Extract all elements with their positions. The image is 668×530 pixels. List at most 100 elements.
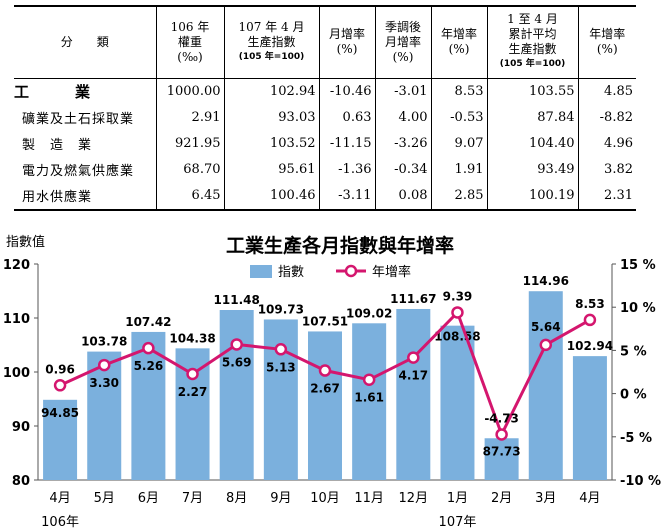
x-axis-tick-label: 4月 [49, 491, 70, 506]
yoy-value-label: -4.73 [484, 411, 519, 425]
bar-value-label: 111.67 [390, 292, 436, 306]
cell-weight: 68.70 [155, 156, 224, 183]
cell-cum-index: 93.49 [486, 156, 578, 183]
index-bar [396, 308, 431, 480]
cell-cum-index: 100.19 [486, 182, 578, 210]
cell-sa-mom: -3.26 [374, 130, 431, 157]
yoy-value-label: 1.61 [354, 391, 384, 405]
bar-value-label: 103.78 [81, 335, 127, 349]
yoy-point [142, 341, 155, 355]
index-bar [528, 291, 563, 480]
cell-index: 102.94 [223, 78, 319, 105]
cell-weight: 1000.00 [155, 78, 224, 105]
x-axis-tick-label: 2月 [491, 491, 512, 506]
bar-value-label: 109.02 [346, 306, 392, 320]
x-axis-tick-label: 4月 [579, 491, 600, 506]
right-axis-tick-label: 15 % [620, 258, 656, 273]
stats-table: 分 類 106 年權重 (‰) 107 年 4 月生產指數 (105 年=100) … [14, 5, 636, 211]
right-axis-tick-label: 10 % [620, 301, 656, 316]
yoy-point [362, 373, 376, 386]
yoy-point [318, 364, 332, 377]
index-bar [440, 325, 475, 480]
cell-index: 103.52 [223, 130, 319, 157]
cell-cum-index: 103.55 [486, 78, 578, 105]
bar-value-label: 87.73 [483, 444, 521, 458]
cell-index: 95.61 [223, 156, 319, 183]
right-axis-tick-label: 0 % [620, 388, 647, 403]
left-axis-tick-label: 120 [3, 258, 30, 273]
yoy-point [274, 343, 288, 356]
left-axis-tick-label: 90 [12, 420, 30, 435]
cell-mom: -1.36 [318, 156, 375, 183]
yoy-point [407, 351, 420, 364]
legend-line-label: 年增率 [372, 264, 411, 280]
cell-weight: 921.95 [155, 130, 224, 157]
cell-weight: 2.91 [155, 104, 224, 131]
cell-weight: 6.45 [155, 182, 224, 210]
yoy-value-label: 3.30 [89, 376, 119, 390]
cell-cum-yoy: 4.85 [577, 78, 636, 105]
cell-sa-mom: -3.01 [374, 78, 431, 105]
yoy-point [539, 338, 553, 352]
year-label: 107年 [439, 515, 477, 530]
cell-index: 100.46 [223, 182, 319, 210]
yoy-value-label: 2.27 [178, 385, 208, 399]
year-label: 106年 [41, 515, 79, 530]
x-axis-tick-label: 3月 [535, 491, 556, 506]
yoy-point [451, 306, 464, 319]
cell-sa-mom: 0.08 [374, 182, 431, 210]
x-axis-tick-label: 6月 [138, 491, 159, 506]
right-axis-tick-label: 5 % [620, 344, 647, 359]
y-axis-label: 指數值 [6, 234, 45, 250]
yoy-point [495, 428, 508, 441]
bar-value-label: 114.96 [523, 274, 569, 288]
index-bar [131, 331, 166, 480]
cell-sa-mom: 4.00 [374, 104, 431, 131]
x-axis-tick-label: 12月 [399, 491, 429, 506]
bar-value-label: 104.38 [169, 331, 215, 345]
table-row: 製 造 業 921.95 103.52 -11.15 -3.26 9.07 104.40 4.… [14, 130, 636, 157]
cell-yoy: -0.53 [430, 104, 487, 131]
index-bar [219, 310, 254, 480]
bar-value-label: 107.51 [302, 314, 348, 328]
header-cum-yoy: 年增率 (%) [577, 6, 636, 78]
bar-value-label: 102.94 [567, 339, 613, 353]
cell-yoy: 2.85 [430, 182, 487, 210]
chart-title: 工業生產各月指數與年增率 [226, 234, 454, 257]
x-axis-tick-label: 9月 [270, 491, 291, 506]
cell-mom: -3.11 [318, 182, 375, 210]
cell-cum-yoy: 2.31 [577, 182, 636, 210]
table-row: 電力及燃氣供應業 68.70 95.61 -1.36 -0.34 1.91 93.49 3.8… [14, 156, 636, 183]
yoy-value-label: 4.17 [399, 369, 429, 383]
x-axis-tick-label: 8月 [226, 491, 247, 506]
header-yoy: 年增率 (%) [430, 6, 487, 78]
index-bar [87, 351, 122, 480]
index-bar [484, 438, 519, 480]
cell-cum-index: 104.40 [486, 130, 578, 157]
row-label: 用水供應業 [22, 190, 93, 205]
cell-cum-index: 87.84 [486, 104, 578, 131]
bar-value-label: 108.58 [434, 330, 480, 344]
cell-cum-yoy: -8.82 [577, 104, 636, 131]
row-label: 電力及燃氣供應業 [22, 164, 135, 179]
bar-value-label: 94.85 [41, 406, 79, 420]
row-label: 製 造 業 [22, 138, 93, 153]
right-axis-tick-label: -10 % [620, 474, 661, 489]
x-axis-tick-label: 11月 [354, 491, 384, 506]
header-sa-mom: 季調後 月增率 (%) [374, 6, 431, 78]
legend-bar-label: 指數 [278, 265, 304, 280]
yoy-value-label: 5.69 [222, 355, 252, 369]
x-axis-tick-label: 1月 [447, 491, 468, 506]
yoy-point [97, 358, 111, 372]
table-row: 礦業及土石採取業 2.91 93.03 0.63 4.00 -0.53 87.84 -8.82 [14, 104, 636, 131]
legend-line-marker [344, 264, 358, 278]
bar-value-label: 111.48 [214, 293, 260, 307]
yoy-value-label: 2.67 [310, 382, 340, 396]
bar-value-label: 109.73 [258, 302, 304, 316]
header-mom: 月增率 (%) [318, 6, 375, 78]
index-bar [352, 323, 387, 480]
yoy-value-label: 0.96 [45, 362, 75, 376]
yoy-value-label: 5.13 [266, 360, 296, 374]
cell-sa-mom: -0.34 [374, 156, 431, 183]
